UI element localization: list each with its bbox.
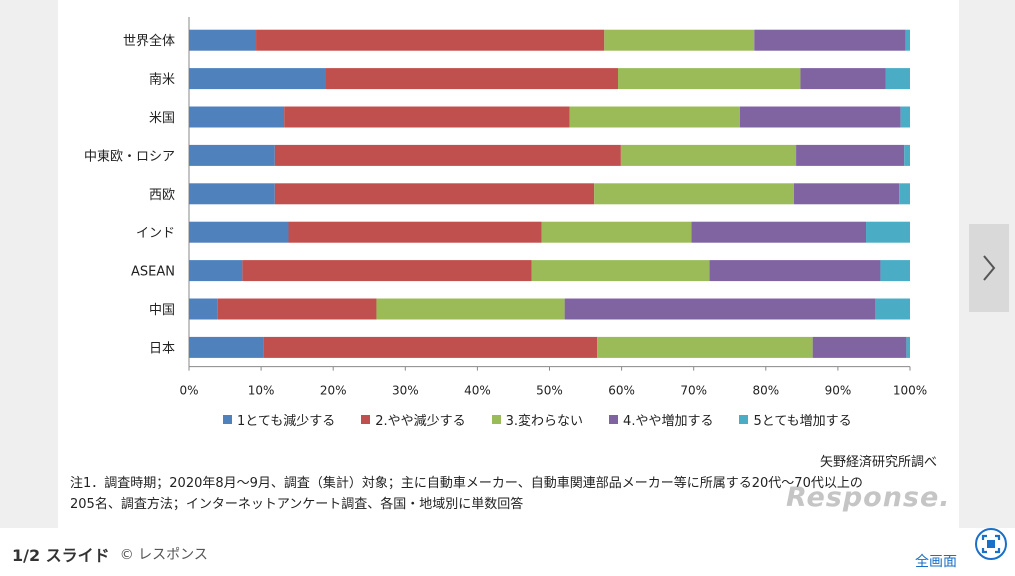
legend-swatch (739, 415, 749, 424)
category-label: 米国 (149, 111, 175, 126)
x-tick-label: 60% (608, 384, 635, 398)
x-tick-label: 0% (179, 384, 198, 398)
bar-segment (284, 106, 570, 128)
bar-segment (242, 260, 532, 282)
bar-segment (288, 221, 542, 243)
category-label: 中国 (149, 303, 175, 318)
bar-segment (594, 183, 794, 205)
bar-segment (796, 144, 905, 166)
slide-image: 世界全体南米米国中東欧・ロシア西欧インド ASEAN 中国日本 0% 10% 20% 30%… (58, 0, 959, 528)
x-tick-label: 100% (893, 384, 927, 398)
bar-segment (597, 336, 813, 358)
slide-counter: 1/2 スライド (12, 546, 110, 565)
bar-segment (904, 144, 910, 166)
x-tick-label: 20% (320, 384, 347, 398)
bar-segment (880, 260, 910, 282)
bar-segment (189, 106, 285, 128)
legend-item: 3.変わらない (491, 410, 584, 429)
legend-swatch (491, 415, 501, 424)
bar-segment (531, 260, 710, 282)
legend-item: 1とても減少する (223, 410, 335, 429)
footnote: 注1．調査時期；2020年8月～9月、調査（集計）対象；主に自動車メーカー、自動… (70, 473, 950, 515)
legend: 1とても減少する 2.やや減少する 3.変わらない 4.やや増加する 5とても増加する (223, 410, 852, 429)
bar-segment (189, 144, 275, 166)
bar-segment (263, 336, 598, 358)
footnote-line-2: 205名、調査方法；インターネットアンケート調査、各国・地域別に単数回答 (70, 497, 524, 512)
legend-swatch (361, 415, 371, 424)
x-tick-label: 90% (825, 384, 852, 398)
bar-segment (569, 106, 740, 128)
left-gutter (0, 0, 58, 528)
bar-segment (691, 221, 867, 243)
response-watermark: Response. (786, 482, 951, 513)
category-label: 日本 (149, 341, 175, 356)
footnote-line-1: 注1．調査時期；2020年8月～9月、調査（集計）対象；主に自動車メーカー、自動… (70, 476, 863, 491)
bar-segment (256, 29, 605, 51)
legend-item: 2.やや減少する (361, 410, 466, 429)
source-note: 矢野経済研究所調べ (819, 455, 937, 470)
bar-segment (217, 298, 377, 320)
category-label: 南米 (149, 72, 175, 88)
bar-segment (189, 221, 289, 243)
legend-swatch (223, 415, 232, 424)
category-label: 中東欧・ロシア (84, 148, 175, 164)
bar-segment (866, 221, 910, 243)
bar-segment (604, 29, 755, 51)
x-tick-label: 70% (680, 384, 707, 398)
bar-segment (189, 260, 243, 282)
x-tick-label: 10% (248, 384, 275, 398)
bar-segment (376, 298, 565, 320)
x-tick-label: 80% (752, 384, 779, 398)
category-label: インド (136, 226, 175, 241)
bar-segment (189, 298, 218, 320)
fullscreen-icon (975, 528, 1007, 560)
x-tick-label: 30% (392, 384, 419, 398)
bar-segment (739, 106, 901, 128)
fullscreen-link[interactable]: 全画面 (915, 554, 957, 570)
bar-segment (900, 106, 910, 128)
bar-segment (541, 221, 692, 243)
x-tick-label: 50% (536, 384, 563, 398)
bar-segment (905, 29, 910, 51)
bar-segment (812, 336, 907, 358)
bar-segment (564, 298, 876, 320)
category-label: 世界全体 (123, 33, 175, 49)
bar-segment (274, 144, 621, 166)
legend-swatch (609, 415, 619, 424)
bar-segment (189, 29, 257, 51)
fullscreen-button[interactable] (974, 527, 1008, 565)
bar-segment (793, 183, 900, 205)
legend-label: 3.変わらない (505, 414, 584, 429)
legend-item: 4.やや増加する (609, 410, 713, 429)
legend-label: 1とても減少する (237, 414, 336, 429)
image-credit: © レスポンス (119, 547, 208, 563)
bar-segment (800, 68, 886, 90)
bar-segment (885, 68, 910, 90)
bar-segment (189, 68, 326, 90)
bar-segment (617, 68, 801, 90)
bar-segment (875, 298, 910, 320)
legend-item: 5とても増加する (739, 410, 852, 429)
x-tick-label: 40% (464, 384, 491, 398)
bar-segment (754, 29, 906, 51)
legend-label: 5とても増加する (753, 414, 852, 429)
bar-segment (274, 183, 595, 205)
legend-label: 2.やや減少する (375, 414, 466, 429)
legend-label: 4.やや増加する (623, 414, 714, 429)
bar-segment (899, 183, 910, 205)
bar-segment (906, 336, 910, 358)
category-label: ASEAN (131, 265, 175, 280)
bar-segment (325, 68, 618, 90)
bar-segment (189, 336, 264, 358)
chevron-right-icon (983, 255, 996, 281)
category-label: 西欧 (149, 188, 175, 203)
next-slide-button[interactable] (969, 224, 1009, 312)
bar-segment (620, 144, 797, 166)
bar-segment (709, 260, 881, 282)
bar-segment (189, 183, 275, 205)
slide-footer: 1/2 スライド © レスポンス (12, 540, 208, 568)
